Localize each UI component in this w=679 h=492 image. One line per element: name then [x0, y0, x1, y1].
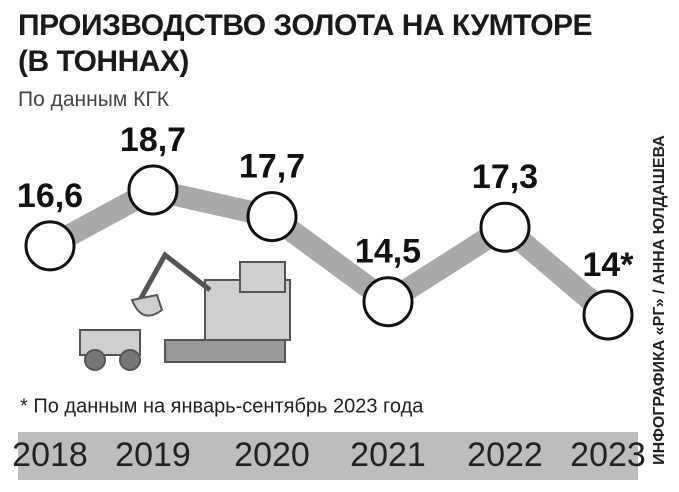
data-label: 14*	[582, 246, 634, 284]
point	[362, 276, 414, 328]
x-tick-label: 2023	[570, 436, 646, 474]
data-label: 16,6	[17, 177, 83, 215]
data-label: 14,5	[355, 233, 421, 271]
chart-title: ПРОИЗВОДСТВО ЗОЛОТА НА КУМТОРЕ (В ТОННАХ…	[18, 9, 593, 78]
year-band	[18, 432, 638, 480]
data-label: 17,3	[472, 158, 538, 196]
x-tick-label: 2022	[467, 436, 543, 474]
illustration	[79, 251, 291, 371]
chart-subtitle: По данным КГК	[18, 88, 169, 111]
data-label: 18,7	[120, 121, 186, 159]
x-tick-label: 2019	[115, 436, 191, 474]
footnote: * По данным на январь-сентябрь 2023 года	[20, 395, 424, 417]
x-tick-label: 2021	[350, 436, 426, 474]
point	[127, 164, 179, 216]
x-tick-label: 2018	[12, 436, 88, 474]
line	[44, 179, 616, 324]
point	[582, 289, 634, 341]
x-tick-label: 2020	[234, 436, 310, 474]
point	[24, 220, 76, 272]
credit: ИНФОГРАФИКА «РГ» / АННА ЮЛДАШЕВА	[651, 135, 668, 465]
point	[246, 191, 298, 243]
data-label: 17,7	[239, 148, 305, 186]
point	[479, 201, 531, 253]
